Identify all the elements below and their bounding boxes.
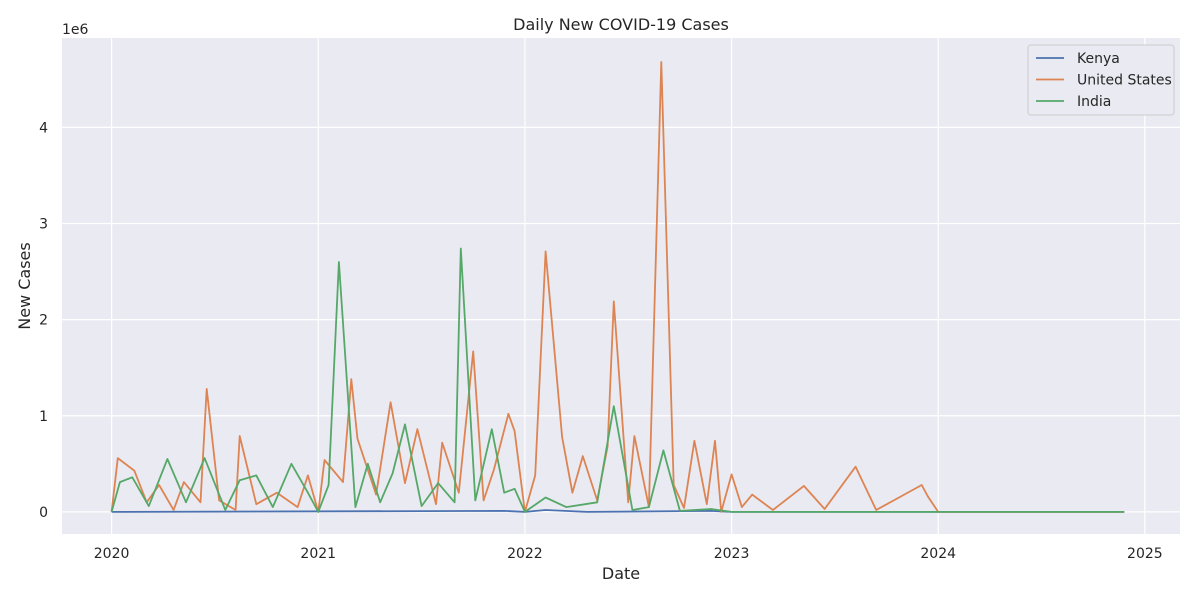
series-line-united-states [110,61,1125,513]
y-tick-label: 1 [39,409,48,425]
legend-box [1027,44,1175,116]
legend-entry: India [1077,94,1111,110]
legend-entry: Kenya [1077,51,1120,67]
y-tick-label: 3 [39,217,48,233]
x-tick-label: 2024 [920,546,956,562]
series-layer [110,61,1125,513]
chart-title: Daily New COVID-19 Cases [513,15,729,34]
y-multiplier-label: 1e6 [62,22,89,38]
x-tick-label: 2025 [1127,546,1163,562]
y-tick-label: 0 [39,505,48,521]
x-tick-label: 2023 [714,546,750,562]
y-tick-label: 4 [39,120,48,136]
x-axis: 2020 2021 2022 2023 2024 2025 [94,546,1163,562]
legend-entry: United States [1077,73,1172,89]
x-tick-label: 2020 [94,546,130,562]
x-axis-label: Date [602,564,640,583]
y-axis: 0 1 2 3 4 [39,120,48,520]
y-tick-label: 2 [39,313,48,329]
plot-area [62,38,1180,534]
legend: Kenya United States India [1027,44,1175,116]
series-line-india [110,247,1125,513]
x-tick-label: 2022 [507,546,543,562]
x-tick-label: 2021 [300,546,336,562]
y-axis-label: New Cases [15,242,34,329]
